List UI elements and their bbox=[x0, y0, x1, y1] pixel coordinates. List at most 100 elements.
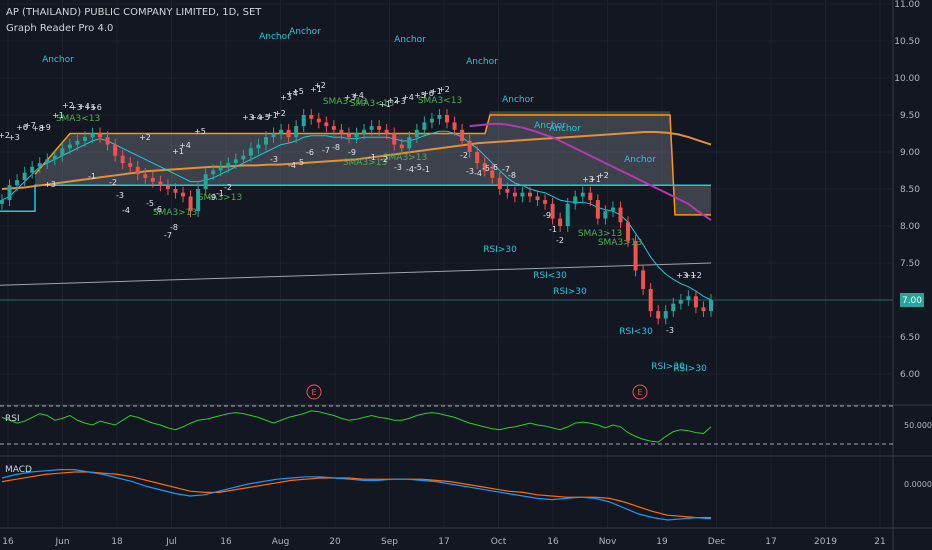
count-label: -2 bbox=[460, 151, 468, 160]
count-label: +4 bbox=[78, 102, 90, 111]
chart-annotation: Anchor bbox=[534, 121, 566, 131]
candle-body bbox=[497, 177, 502, 189]
candle-body bbox=[294, 126, 299, 138]
count-label: +3 bbox=[280, 93, 292, 102]
count-label: -6 bbox=[490, 163, 498, 172]
resistance-line bbox=[34, 114, 711, 216]
candle-body bbox=[226, 163, 231, 167]
rsi-line bbox=[1, 410, 712, 443]
count-label: -2 bbox=[556, 236, 564, 245]
candle-body bbox=[82, 137, 87, 141]
macd-signal-line bbox=[1, 471, 711, 519]
candle-body bbox=[407, 137, 412, 149]
chart-title: AP (THAILAND) PUBLIC COMPANY LIMITED, 1D… bbox=[6, 7, 262, 18]
candle-body bbox=[460, 129, 465, 141]
count-label: -8 bbox=[170, 223, 178, 232]
candle-body bbox=[377, 126, 382, 130]
candle-body bbox=[452, 122, 457, 130]
count-label: -7 bbox=[502, 165, 510, 174]
date-tick-label: Aug bbox=[272, 537, 290, 547]
candle-body bbox=[150, 177, 155, 182]
range-band-fill bbox=[35, 111, 711, 215]
count-label: +2 bbox=[274, 109, 286, 118]
macd-axis-label: 0.0000 bbox=[904, 480, 932, 489]
candle-body bbox=[603, 211, 608, 219]
candle-body bbox=[588, 192, 593, 201]
candle-body bbox=[113, 144, 118, 156]
chart-annotation: RSI<30 bbox=[619, 327, 653, 337]
chart-annotation: RSI>30 bbox=[673, 364, 707, 374]
candle-body bbox=[384, 129, 389, 134]
rsi-axis-label: 50.0000 bbox=[904, 421, 932, 430]
count-label: -4 bbox=[406, 165, 414, 174]
chart-annotation: SMA3<13 bbox=[323, 97, 367, 107]
support-line bbox=[0, 184, 711, 212]
last-price-label: 7.00 bbox=[902, 296, 922, 306]
candle-body bbox=[520, 192, 525, 197]
candle-body bbox=[573, 196, 578, 204]
count-label: -9 bbox=[208, 193, 216, 202]
candle-body bbox=[143, 174, 148, 178]
chart-annotation: RSI>30 bbox=[651, 362, 685, 372]
candle-body bbox=[316, 118, 321, 123]
candle-body bbox=[309, 115, 314, 119]
date-tick-label: 18 bbox=[111, 537, 123, 547]
chart-annotation: SMA3>13 bbox=[198, 193, 242, 203]
candle-body bbox=[648, 288, 653, 312]
candle-body bbox=[52, 155, 57, 160]
event-marker bbox=[306, 384, 322, 400]
count-label: +2 bbox=[438, 85, 450, 94]
chart-annotation: SMA3<13 bbox=[418, 96, 462, 106]
chart-annotation: Anchor bbox=[549, 124, 581, 134]
chart-annotation: Anchor bbox=[394, 35, 426, 45]
chart-annotation: SMA3>13 bbox=[598, 238, 642, 248]
chart-annotation: Anchor bbox=[502, 95, 534, 105]
candle-body bbox=[37, 163, 42, 167]
count-label: +2 bbox=[314, 81, 326, 90]
count-label: +2 bbox=[690, 271, 702, 280]
count-label: -5 bbox=[414, 163, 422, 172]
chart-annotation: Anchor bbox=[259, 32, 291, 42]
candle-body bbox=[263, 137, 268, 145]
chart-annotation: Anchor bbox=[466, 57, 498, 67]
price-tick-label: 8.50 bbox=[900, 185, 920, 195]
count-label: -3 bbox=[394, 163, 402, 172]
count-label: -4 bbox=[122, 206, 130, 215]
candle-body bbox=[369, 126, 374, 130]
count-label: -1 bbox=[368, 153, 376, 162]
price-tick-label: 6.00 bbox=[900, 370, 920, 380]
chart-annotation: SMA3>13 bbox=[153, 208, 197, 218]
chart-annotation: Anchor bbox=[624, 155, 656, 165]
count-label: -3 bbox=[666, 326, 674, 335]
count-label: +3 bbox=[8, 133, 20, 142]
candle-body bbox=[595, 200, 600, 219]
candle-body bbox=[75, 140, 80, 145]
purple-ma-line bbox=[469, 122, 712, 221]
candle-body bbox=[248, 148, 253, 156]
count-label: +1 bbox=[52, 111, 64, 120]
candle-body bbox=[165, 185, 170, 189]
count-label: +4 bbox=[179, 141, 191, 150]
rsi-pane-label: RSI bbox=[5, 414, 20, 424]
date-tick-label: 2019 bbox=[814, 537, 837, 547]
chart-annotation: RSI>30 bbox=[483, 245, 517, 255]
count-label: +9 bbox=[39, 123, 51, 132]
count-label: -2 bbox=[380, 155, 388, 164]
price-tick-label: 11.00 bbox=[894, 0, 920, 10]
count-label: +8 bbox=[32, 124, 44, 133]
candle-body bbox=[233, 159, 238, 164]
candle-body bbox=[558, 218, 563, 226]
count-label: -8 bbox=[508, 171, 516, 180]
count-label: +3 bbox=[582, 175, 594, 184]
candle-body bbox=[482, 163, 487, 171]
candle-body bbox=[158, 181, 163, 186]
count-label: +5 bbox=[258, 113, 270, 122]
chart-annotation: SMA3<13 bbox=[56, 114, 100, 124]
date-tick-label: Oct bbox=[491, 537, 507, 547]
count-label: -7 bbox=[164, 231, 172, 240]
date-tick-label: Dec bbox=[708, 537, 725, 547]
count-label: -5 bbox=[296, 158, 304, 167]
